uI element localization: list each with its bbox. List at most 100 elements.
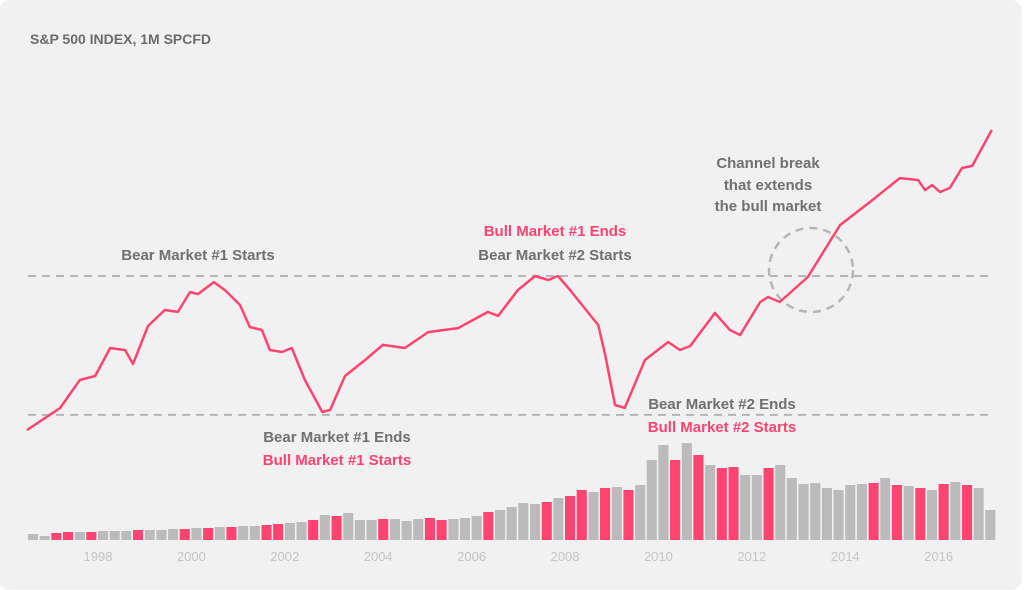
volume-bar xyxy=(962,485,973,540)
volume-bars xyxy=(27,443,996,540)
volume-bar xyxy=(868,483,879,540)
volume-bar xyxy=(740,475,751,540)
volume-bar xyxy=(238,526,249,540)
volume-bar xyxy=(483,512,494,540)
x-tick-label: 2006 xyxy=(457,549,486,564)
volume-bar xyxy=(354,520,365,540)
volume-bar xyxy=(635,485,646,540)
volume-bar xyxy=(366,520,377,540)
volume-bar xyxy=(448,519,459,540)
volume-bar xyxy=(308,520,319,540)
volume-bar xyxy=(389,519,400,540)
volume-bar xyxy=(798,484,809,540)
volume-bar xyxy=(681,443,692,540)
volume-bar xyxy=(763,468,774,540)
volume-bar xyxy=(915,488,926,540)
volume-bar xyxy=(646,460,657,540)
volume-bar xyxy=(821,488,832,540)
volume-bar xyxy=(39,536,50,540)
price-line xyxy=(26,129,993,432)
x-tick-label: 2004 xyxy=(364,549,393,564)
volume-bar xyxy=(284,523,295,540)
volume-bar xyxy=(530,504,541,540)
volume-bar xyxy=(705,465,716,540)
volume-bar xyxy=(518,503,529,540)
volume-bar xyxy=(424,518,435,540)
x-tick-label: 2000 xyxy=(177,549,206,564)
annotation-bull1-start: Bull Market #1 Starts xyxy=(263,452,411,469)
volume-bar xyxy=(658,445,669,540)
volume-bar xyxy=(121,531,132,540)
volume-bar xyxy=(319,515,330,540)
volume-bar xyxy=(98,531,109,540)
volume-bar xyxy=(133,530,144,540)
x-tick-label: 2008 xyxy=(551,549,580,564)
volume-bar xyxy=(506,507,517,540)
volume-bar xyxy=(51,533,62,540)
volume-bar xyxy=(973,488,984,540)
volume-bar xyxy=(203,528,214,540)
annotation-bear1-end: Bear Market #1 Ends xyxy=(263,429,411,446)
volume-bar xyxy=(436,520,447,540)
volume-bar xyxy=(471,516,482,540)
volume-bar xyxy=(401,521,412,540)
volume-bar xyxy=(985,510,996,540)
volume-bar xyxy=(156,530,167,540)
volume-bar xyxy=(880,478,891,540)
volume-bar xyxy=(168,529,179,540)
volume-bar xyxy=(856,484,867,540)
volume-bar xyxy=(179,529,190,540)
annotation-channel-break-3: the bull market xyxy=(715,198,822,215)
volume-bar xyxy=(343,513,354,540)
volume-bar xyxy=(623,490,634,540)
volume-bar xyxy=(950,482,961,540)
reference-lines xyxy=(28,275,990,416)
volume-bar xyxy=(728,467,739,540)
x-tick-label: 1998 xyxy=(84,549,113,564)
volume-bar xyxy=(226,527,237,540)
volume-bar xyxy=(751,475,762,540)
volume-bar xyxy=(541,502,552,540)
volume-bar xyxy=(331,516,342,540)
volume-bar xyxy=(553,498,564,540)
volume-bar xyxy=(565,496,576,540)
x-tick-label: 2016 xyxy=(924,549,953,564)
volume-bar xyxy=(926,490,937,540)
x-tick-label: 2002 xyxy=(270,549,299,564)
x-tick-label: 2010 xyxy=(644,549,673,564)
volume-bar xyxy=(775,465,786,540)
volume-bar xyxy=(27,534,38,540)
volume-bar xyxy=(459,518,470,540)
volume-bar xyxy=(273,524,284,540)
x-axis-ticks: 1998 2000 2002 2004 2006 2008 2010 2012 2014 2016 xyxy=(84,549,954,564)
volume-bar xyxy=(716,468,727,540)
volume-bar xyxy=(600,488,611,540)
annotation-bear2-start: Bear Market #2 Starts xyxy=(478,247,631,264)
annotation-channel-break-1: Channel break xyxy=(716,155,820,172)
volume-bar xyxy=(670,460,681,540)
volume-bar xyxy=(938,484,949,540)
volume-bar xyxy=(63,532,74,540)
volume-bar xyxy=(810,483,821,540)
volume-bar xyxy=(214,527,225,540)
volume-bar xyxy=(144,530,155,540)
volume-bar xyxy=(413,519,424,540)
volume-bar xyxy=(611,487,622,540)
volume-bar xyxy=(261,525,272,540)
annotation-bull2-start: Bull Market #2 Starts xyxy=(648,419,796,436)
volume-bar xyxy=(693,455,704,540)
x-tick-label: 2012 xyxy=(737,549,766,564)
volume-bar xyxy=(786,478,797,540)
volume-bar xyxy=(891,485,902,540)
volume-bar xyxy=(109,531,120,540)
volume-bar xyxy=(588,492,599,540)
annotation-bear2-end: Bear Market #2 Ends xyxy=(648,396,796,413)
volume-bar xyxy=(495,510,506,540)
channel-break-circle xyxy=(767,226,855,314)
volume-bar xyxy=(74,532,85,540)
volume-bar xyxy=(845,485,856,540)
annotation-channel-break-2: that extends xyxy=(724,177,812,194)
volume-bar xyxy=(903,486,914,540)
